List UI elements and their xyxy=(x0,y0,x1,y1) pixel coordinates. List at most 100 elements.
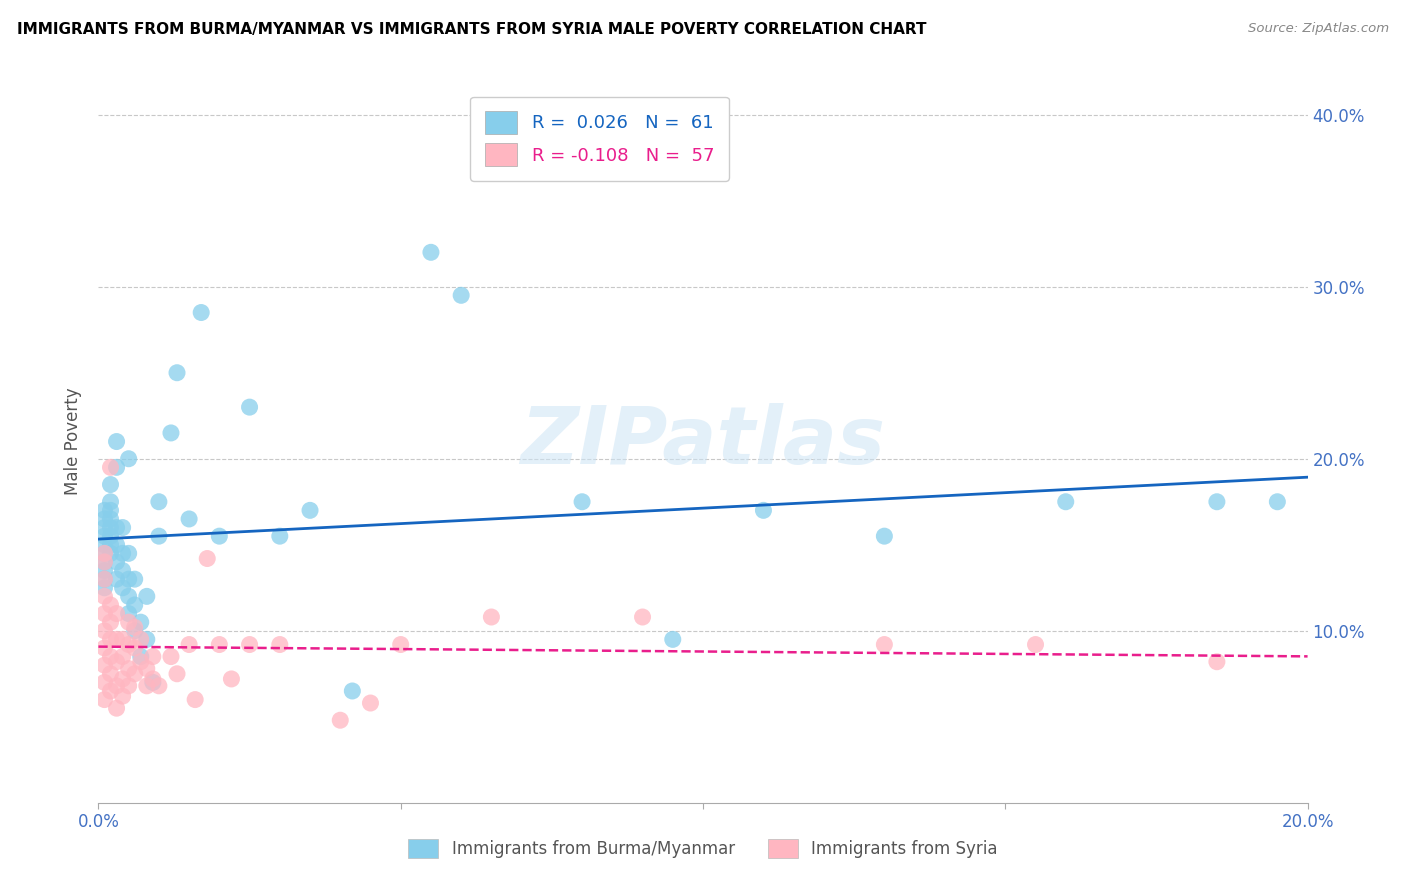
Point xyxy=(166,666,188,681)
Point xyxy=(118,590,141,604)
Point xyxy=(329,713,352,727)
Point xyxy=(135,679,157,693)
Point xyxy=(1206,655,1229,669)
Point xyxy=(124,640,146,655)
Point xyxy=(93,538,115,552)
Point xyxy=(93,572,115,586)
Point xyxy=(239,638,262,652)
Point xyxy=(100,477,122,491)
Point xyxy=(124,598,146,612)
Y-axis label: Male Poverty: Male Poverty xyxy=(65,388,83,495)
Point xyxy=(100,649,122,664)
Point xyxy=(111,689,134,703)
Point xyxy=(148,679,170,693)
Point xyxy=(100,494,122,508)
Point xyxy=(93,529,115,543)
Point xyxy=(661,632,683,647)
Text: ZIPatlas: ZIPatlas xyxy=(520,402,886,481)
Point xyxy=(148,529,170,543)
Point xyxy=(93,581,115,595)
Point xyxy=(1054,494,1077,508)
Point xyxy=(111,564,134,578)
Point xyxy=(118,662,141,676)
Point xyxy=(105,520,128,534)
Point xyxy=(389,638,412,652)
Point xyxy=(135,662,157,676)
Point xyxy=(129,632,152,647)
Legend: R =  0.026   N =  61, R = -0.108   N =  57: R = 0.026 N = 61, R = -0.108 N = 57 xyxy=(470,96,728,181)
Point xyxy=(105,555,128,569)
Point xyxy=(142,675,165,690)
Point xyxy=(179,512,201,526)
Point xyxy=(269,529,291,543)
Point xyxy=(360,696,382,710)
Point xyxy=(100,632,122,647)
Point xyxy=(129,615,152,630)
Point xyxy=(100,538,122,552)
Point xyxy=(342,684,364,698)
Point xyxy=(184,692,207,706)
Point xyxy=(93,564,115,578)
Point xyxy=(111,581,134,595)
Point xyxy=(135,632,157,647)
Point xyxy=(1024,638,1046,652)
Point xyxy=(93,675,115,690)
Point xyxy=(269,638,291,652)
Point xyxy=(118,546,141,560)
Point xyxy=(124,572,146,586)
Point xyxy=(93,658,115,673)
Point xyxy=(631,610,654,624)
Point xyxy=(166,366,188,380)
Point xyxy=(100,615,122,630)
Point xyxy=(93,692,115,706)
Point xyxy=(111,520,134,534)
Text: IMMIGRANTS FROM BURMA/MYANMAR VS IMMIGRANTS FROM SYRIA MALE POVERTY CORRELATION : IMMIGRANTS FROM BURMA/MYANMAR VS IMMIGRA… xyxy=(17,22,927,37)
Point xyxy=(100,666,122,681)
Point xyxy=(93,607,115,621)
Point xyxy=(195,551,218,566)
Point xyxy=(118,607,141,621)
Point xyxy=(93,555,115,569)
Point xyxy=(124,620,146,634)
Point xyxy=(179,638,201,652)
Point xyxy=(1267,494,1289,508)
Point xyxy=(111,546,134,560)
Point xyxy=(118,451,141,466)
Point xyxy=(105,434,128,449)
Point xyxy=(129,655,152,669)
Point xyxy=(481,610,503,624)
Point xyxy=(105,679,128,693)
Point xyxy=(142,649,165,664)
Point xyxy=(190,305,212,319)
Point xyxy=(148,494,170,508)
Point xyxy=(105,538,128,552)
Point xyxy=(873,638,896,652)
Point xyxy=(93,512,115,526)
Point xyxy=(135,590,157,604)
Point xyxy=(450,288,472,302)
Point xyxy=(93,590,115,604)
Point xyxy=(105,655,128,669)
Text: Source: ZipAtlas.com: Source: ZipAtlas.com xyxy=(1249,22,1389,36)
Point xyxy=(208,529,231,543)
Point xyxy=(160,649,183,664)
Point xyxy=(100,512,122,526)
Point xyxy=(93,624,115,638)
Point xyxy=(752,503,775,517)
Point xyxy=(93,572,115,586)
Point xyxy=(93,520,115,534)
Point xyxy=(105,572,128,586)
Point xyxy=(239,400,262,414)
Point xyxy=(100,546,122,560)
Point xyxy=(1206,494,1229,508)
Point xyxy=(118,679,141,693)
Point xyxy=(221,672,243,686)
Point xyxy=(111,649,134,664)
Point xyxy=(571,494,593,508)
Point xyxy=(124,666,146,681)
Point xyxy=(129,649,152,664)
Point xyxy=(142,672,165,686)
Point xyxy=(100,684,122,698)
Point xyxy=(118,572,141,586)
Point xyxy=(111,632,134,647)
